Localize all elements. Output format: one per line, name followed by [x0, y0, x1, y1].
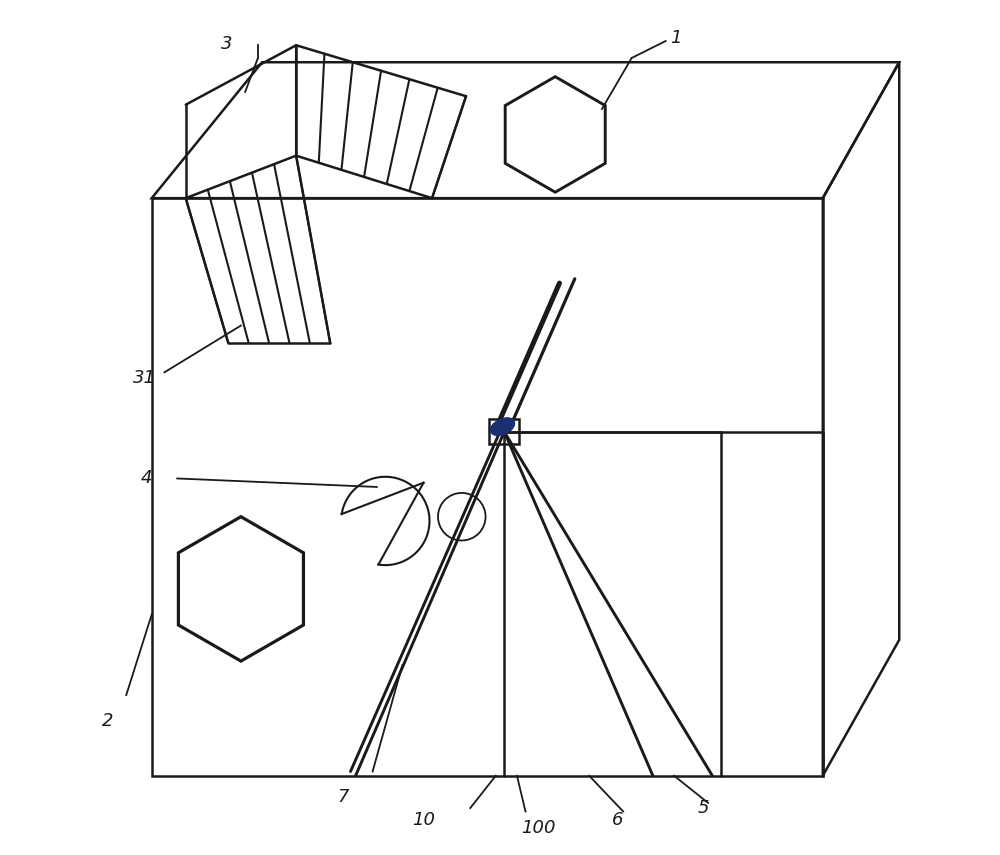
Text: 5: 5 — [698, 799, 710, 817]
Text: 7: 7 — [337, 788, 349, 806]
Ellipse shape — [491, 418, 515, 435]
Text: 2: 2 — [102, 711, 114, 729]
Text: 31: 31 — [133, 369, 156, 387]
Text: 100: 100 — [521, 819, 555, 837]
Text: 3: 3 — [221, 34, 232, 52]
Text: 6: 6 — [611, 811, 623, 829]
Text: 10: 10 — [412, 811, 435, 829]
Text: 1: 1 — [670, 29, 681, 48]
Text: 4: 4 — [140, 469, 152, 487]
